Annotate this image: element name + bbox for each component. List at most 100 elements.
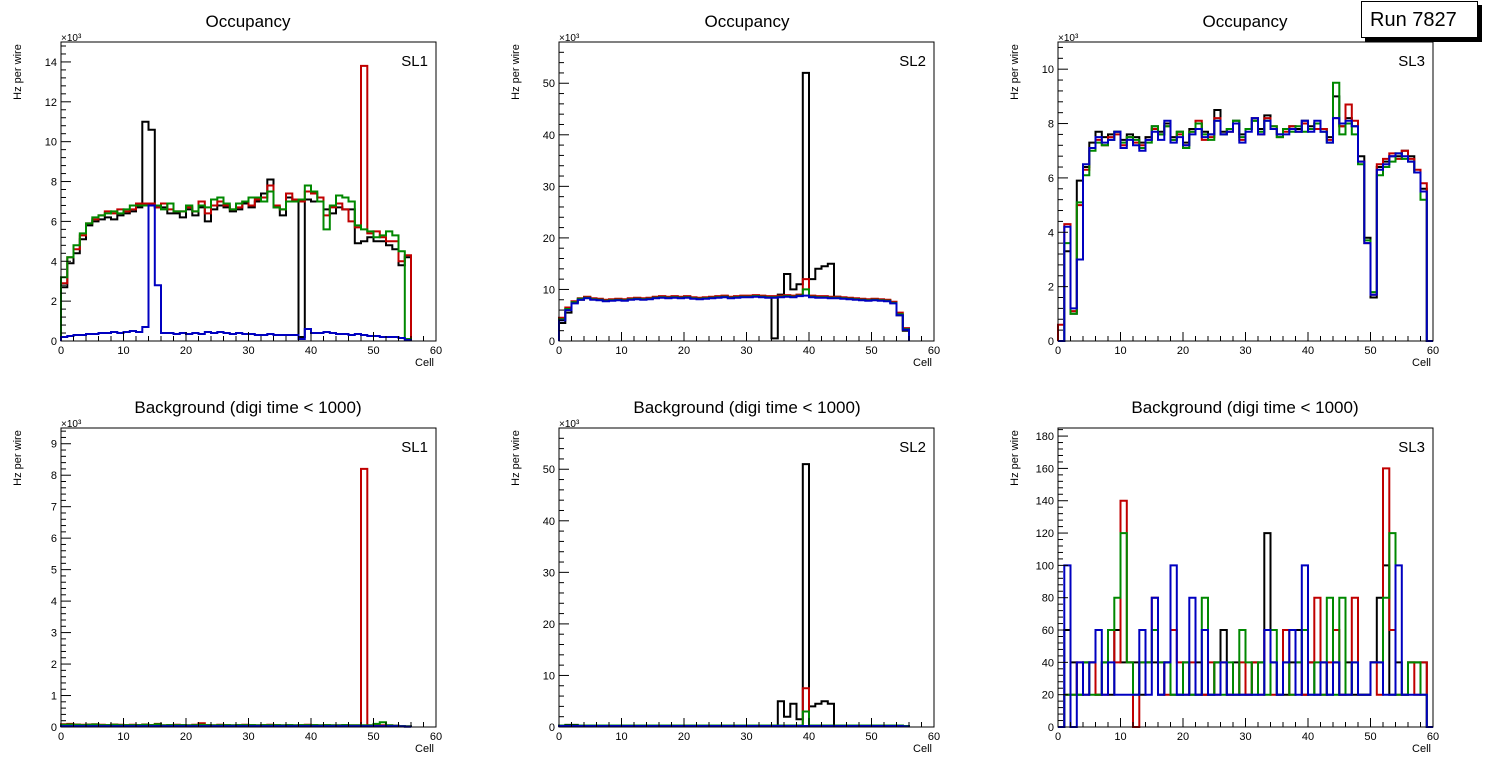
x-tick-label: 60 xyxy=(430,731,442,743)
x-tick-label: 20 xyxy=(180,345,192,357)
y-tick-label: 4 xyxy=(51,596,57,608)
superlayer-label: SL3 xyxy=(1398,53,1425,70)
x-tick-label: 60 xyxy=(928,345,940,357)
chart-panel-4: Background (digi time < 1000)0 10 20 30 40 50… xyxy=(12,398,442,755)
plot-frame xyxy=(60,427,437,728)
x-tick-label: 30 xyxy=(242,345,254,357)
y-axis-label: Hz per wire xyxy=(12,430,24,486)
y-tick-label: 6 xyxy=(1048,173,1054,185)
x-tick-label: 0 xyxy=(556,731,562,743)
y-tick-label: 10 xyxy=(45,137,57,149)
x-tick-label: 40 xyxy=(1302,345,1314,357)
x-tick-label: 10 xyxy=(117,731,129,743)
series-line-blue xyxy=(1058,564,1433,728)
y-tick-label: 120 xyxy=(1036,528,1054,540)
y-tick-label: 160 xyxy=(1036,463,1054,475)
chart-title: Occupancy xyxy=(205,12,291,31)
x-tick-label: 40 xyxy=(305,731,317,743)
x-tick-label: 10 xyxy=(615,345,627,357)
y-exponent-label: ×10³ xyxy=(559,419,580,430)
y-tick-label: 10 xyxy=(543,284,555,296)
y-tick-label: 180 xyxy=(1036,431,1054,443)
x-tick-label: 20 xyxy=(678,731,690,743)
y-tick-label: 4 xyxy=(1048,227,1054,239)
y-tick-label: 1 xyxy=(51,691,57,703)
x-tick-label: 50 xyxy=(367,345,379,357)
x-tick-label: 40 xyxy=(803,345,815,357)
y-tick-label: 60 xyxy=(1042,625,1054,637)
series-line-black xyxy=(60,120,412,341)
y-axis-label: Hz per wire xyxy=(510,430,522,486)
chart-panel-6: Background (digi time < 1000) 0 10 20 30 40 50… xyxy=(1009,398,1439,755)
plot-frame xyxy=(60,41,437,342)
y-tick-label: 8 xyxy=(51,470,57,482)
x-tick-label: 10 xyxy=(1114,731,1126,743)
superlayer-label: SL1 xyxy=(401,439,428,456)
x-tick-label: 50 xyxy=(865,345,877,357)
y-tick-label: 10 xyxy=(543,670,555,682)
y-tick-label: 30 xyxy=(543,567,555,579)
y-axis-label: Hz per wire xyxy=(12,44,24,100)
y-exponent-label: ×10³ xyxy=(61,33,82,44)
x-tick-label: 20 xyxy=(1177,731,1189,743)
y-tick-label: 4 xyxy=(51,256,57,268)
y-tick-label: 140 xyxy=(1036,496,1054,508)
series-line-blue xyxy=(558,294,910,341)
x-tick-label: 40 xyxy=(305,345,317,357)
x-axis-label: Cell xyxy=(1412,743,1431,755)
series-line-red xyxy=(60,467,412,728)
chart-title: Occupancy xyxy=(1202,12,1288,31)
superlayer-label: SL1 xyxy=(401,53,428,70)
x-tick-label: 10 xyxy=(117,345,129,357)
y-exponent-label: ×10³ xyxy=(1058,33,1079,44)
series-line-red xyxy=(558,278,910,341)
x-tick-label: 0 xyxy=(556,345,562,357)
y-tick-label: 100 xyxy=(1036,560,1054,572)
y-tick-label: 0 xyxy=(1048,336,1054,348)
x-axis-label: Cell xyxy=(415,743,434,755)
x-tick-label: 50 xyxy=(865,731,877,743)
y-tick-label: 80 xyxy=(1042,593,1054,605)
y-tick-label: 0 xyxy=(51,722,57,734)
x-tick-label: 60 xyxy=(928,731,940,743)
y-tick-label: 5 xyxy=(51,565,57,577)
x-tick-label: 30 xyxy=(1239,731,1251,743)
y-axis-label: Hz per wire xyxy=(1009,44,1021,100)
x-tick-label: 60 xyxy=(1427,731,1439,743)
x-tick-label: 10 xyxy=(1114,345,1126,357)
x-tick-label: 10 xyxy=(615,731,627,743)
x-tick-label: 30 xyxy=(740,731,752,743)
y-axis-label: Hz per wire xyxy=(1009,430,1021,486)
y-tick-label: 0 xyxy=(1048,722,1054,734)
x-tick-label: 0 xyxy=(58,731,64,743)
run-label: Run 7827 xyxy=(1361,1,1478,38)
series-line-red xyxy=(558,687,910,727)
x-tick-label: 60 xyxy=(1427,345,1439,357)
y-tick-label: 6 xyxy=(51,533,57,545)
y-tick-label: 0 xyxy=(549,336,555,348)
x-tick-label: 20 xyxy=(180,731,192,743)
superlayer-label: SL2 xyxy=(899,53,926,70)
y-tick-label: 40 xyxy=(1042,657,1054,669)
y-tick-label: 2 xyxy=(51,659,57,671)
chart-title: Occupancy xyxy=(704,12,790,31)
x-tick-label: 30 xyxy=(242,731,254,743)
x-tick-label: 20 xyxy=(1177,345,1189,357)
series-line-blue xyxy=(60,204,412,341)
series-line-blue xyxy=(60,725,412,728)
chart-title: Background (digi time < 1000) xyxy=(633,398,860,417)
x-axis-label: Cell xyxy=(913,357,932,369)
superlayer-label: SL2 xyxy=(899,439,926,456)
x-tick-label: 20 xyxy=(678,345,690,357)
y-tick-label: 8 xyxy=(51,177,57,189)
series-line-blue xyxy=(558,725,910,728)
y-tick-label: 20 xyxy=(543,233,555,245)
x-tick-label: 50 xyxy=(1364,345,1376,357)
x-tick-label: 0 xyxy=(1055,345,1061,357)
y-tick-label: 0 xyxy=(549,722,555,734)
superlayer-label: SL3 xyxy=(1398,439,1425,456)
y-tick-label: 50 xyxy=(543,78,555,90)
plot-frame xyxy=(558,427,935,728)
